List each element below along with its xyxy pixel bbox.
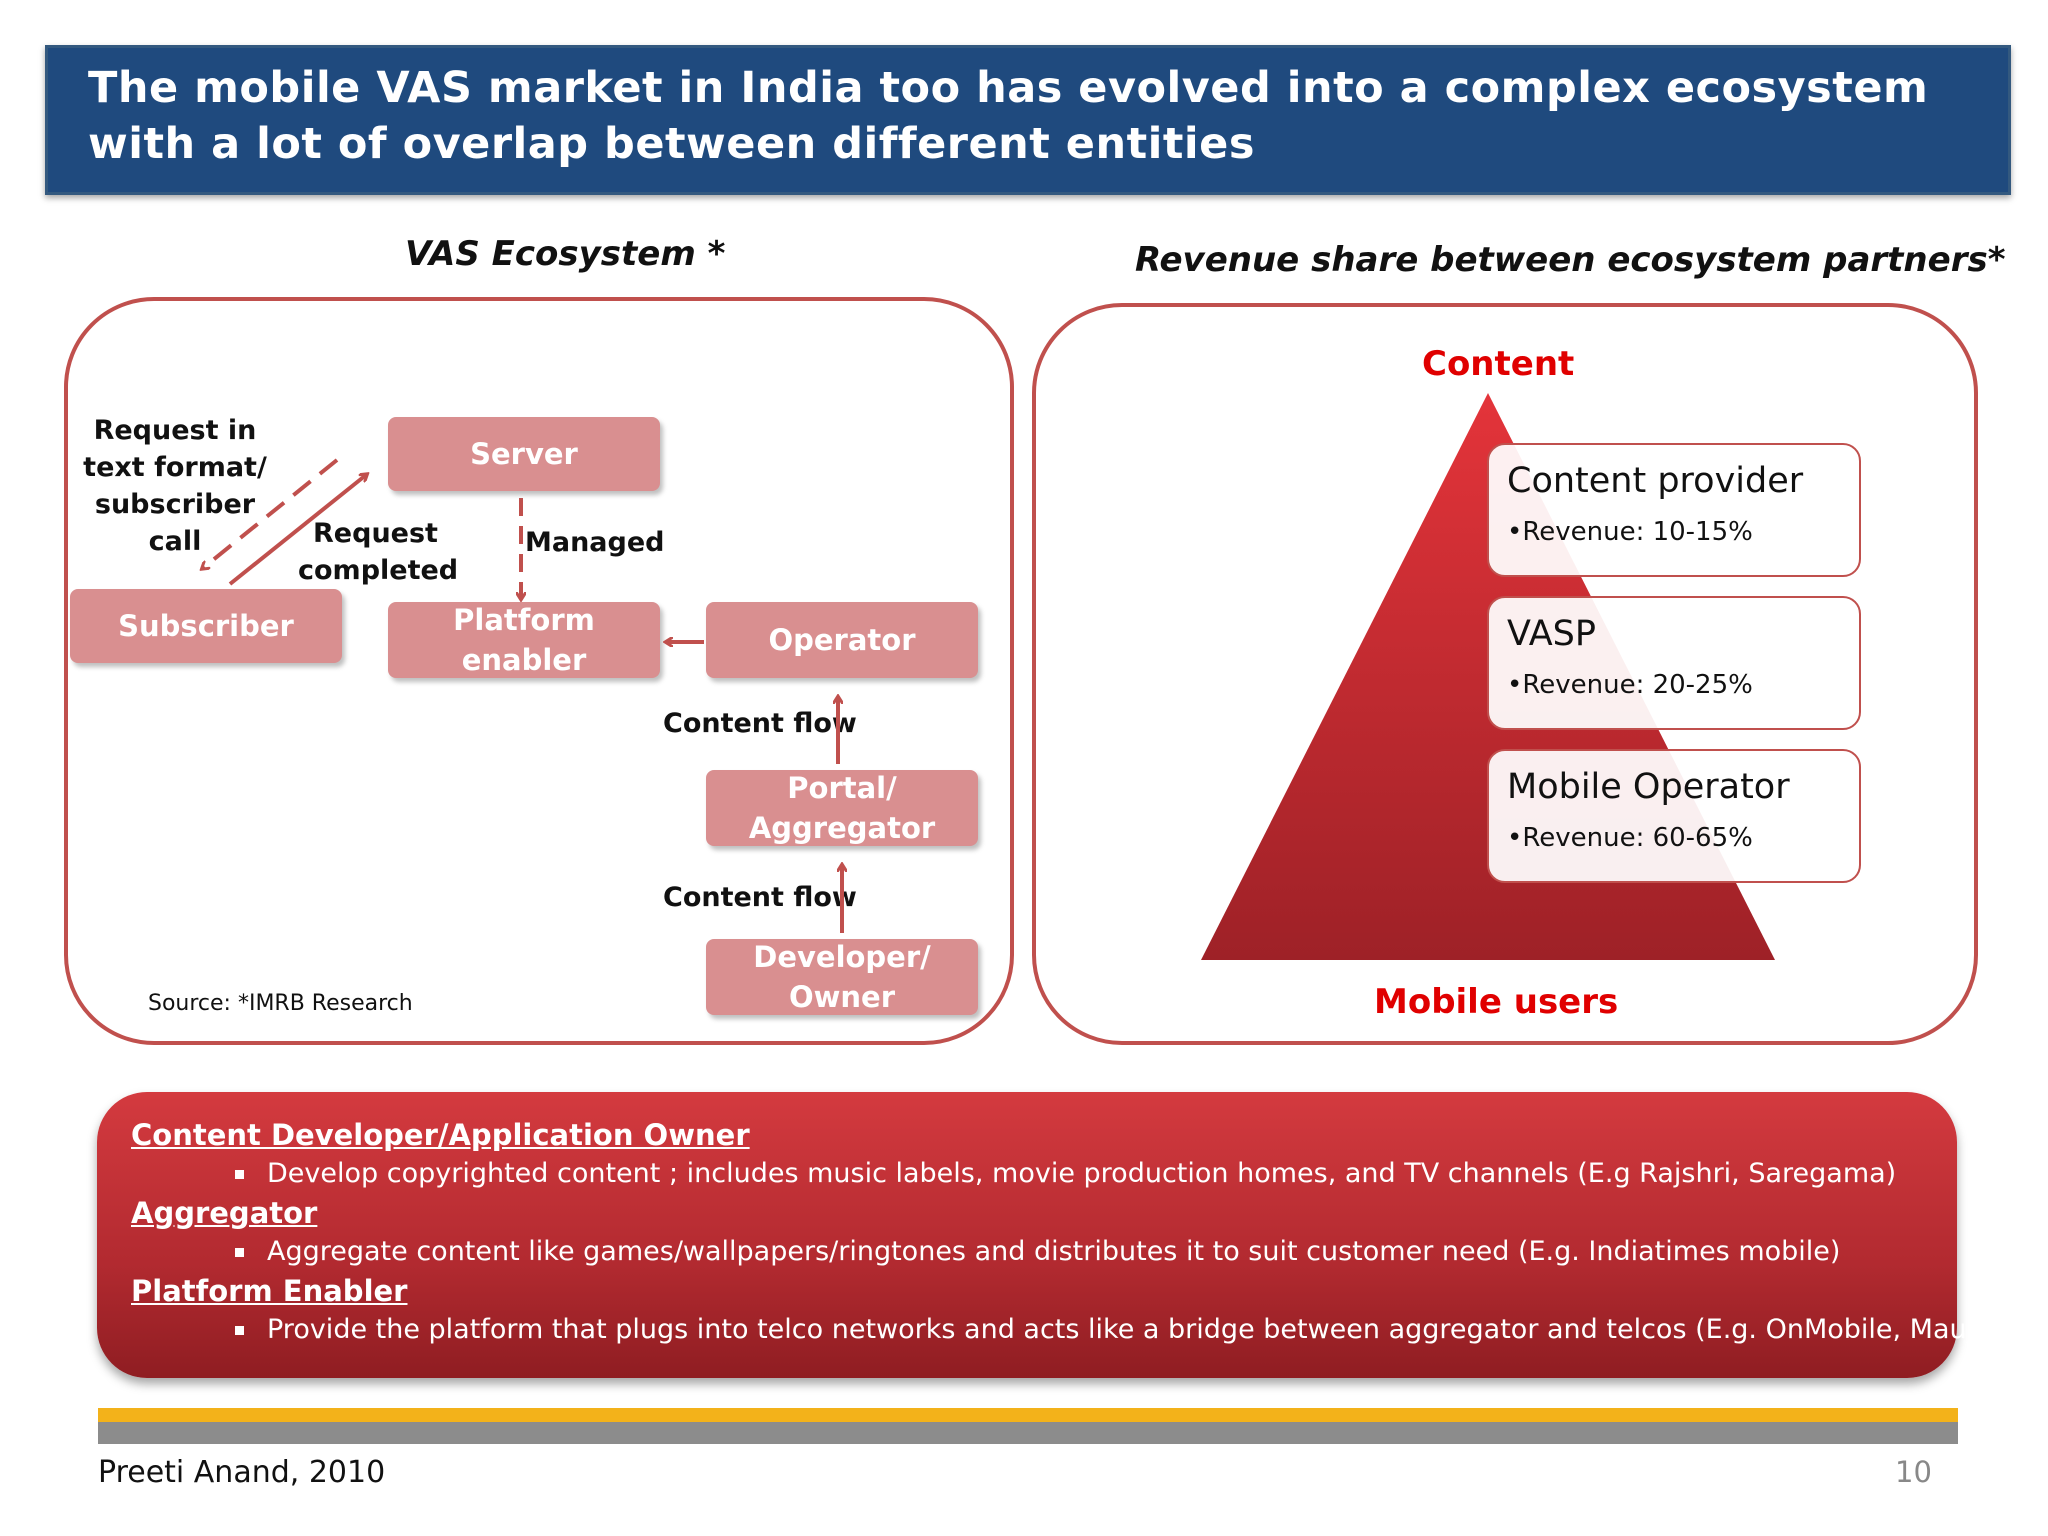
managed-label: Managed (525, 527, 665, 558)
definition-heading: Content Developer/Application Owner (131, 1118, 750, 1152)
bullet-icon (235, 1326, 244, 1335)
source-note: Source: *IMRB Research (148, 991, 413, 1016)
portal-aggregator-node: Portal/ Aggregator (706, 770, 978, 846)
request-completed-arrow (228, 475, 366, 586)
definition-text: Develop copyrighted content ; includes m… (267, 1158, 1897, 1189)
footer-stripe-gold (98, 1408, 1958, 1422)
request-text-label: Request in text format/ subscriber call (83, 415, 267, 557)
request-text-arrow (203, 458, 339, 568)
definition-item: Develop copyrighted content ; includes m… (131, 1154, 1923, 1194)
definition-text: Provide the platform that plugs into tel… (267, 1314, 1985, 1345)
platform-enabler-node: Platform enabler (388, 602, 660, 678)
definition-text: Aggregate content like games/wallpapers/… (267, 1236, 1841, 1267)
revenue-box-content-provider: Content provider •Revenue: 10-15% (1487, 443, 1861, 577)
developer-owner-node: Developer/ Owner (706, 939, 978, 1015)
operator-node: Operator (706, 602, 978, 678)
definitions-box: Content Developer/Application Owner Deve… (97, 1092, 1985, 1378)
pyramid-top-label: Content (1422, 344, 1575, 384)
revenue-box-value: •Revenue: 20-25% (1507, 670, 1753, 700)
revenue-box-name: VASP (1507, 614, 1596, 654)
ecosystem-heading: VAS Ecosystem * (405, 234, 726, 274)
footer-author: Preeti Anand, 2010 (98, 1455, 386, 1490)
server-node: Server (388, 417, 660, 491)
definition-heading: Aggregator (131, 1196, 318, 1230)
definition-item: Provide the platform that plugs into tel… (131, 1310, 1985, 1350)
revenue-box-vasp: VASP •Revenue: 20-25% (1487, 596, 1861, 730)
request-completed-label: Request completed (298, 518, 459, 586)
revenue-box-name: Mobile Operator (1507, 767, 1790, 807)
title-bar: The mobile VAS market in India too has e… (45, 45, 2011, 195)
bullet-icon (235, 1248, 244, 1257)
revenue-heading: Revenue share between ecosystem partners… (1135, 240, 2006, 280)
revenue-box-value: •Revenue: 60-65% (1507, 823, 1753, 853)
revenue-box-value: •Revenue: 10-15% (1507, 517, 1753, 547)
content-flow-label-lower: Content flow (663, 882, 857, 913)
content-flow-label-upper: Content flow (663, 708, 857, 739)
revenue-box-mobile-operator: Mobile Operator •Revenue: 60-65% (1487, 749, 1861, 883)
pyramid-bottom-label: Mobile users (1374, 982, 1619, 1022)
bullet-icon (235, 1170, 244, 1179)
slide-title: The mobile VAS market in India too has e… (88, 63, 1929, 169)
definition-item: Aggregate content like games/wallpapers/… (131, 1232, 1923, 1272)
revenue-box-name: Content provider (1507, 461, 1804, 501)
footer-stripe-gray (98, 1422, 1958, 1444)
page-number: 10 (1895, 1455, 1932, 1489)
subscriber-node: Subscriber (70, 589, 342, 663)
definition-heading: Platform Enabler (131, 1274, 408, 1308)
